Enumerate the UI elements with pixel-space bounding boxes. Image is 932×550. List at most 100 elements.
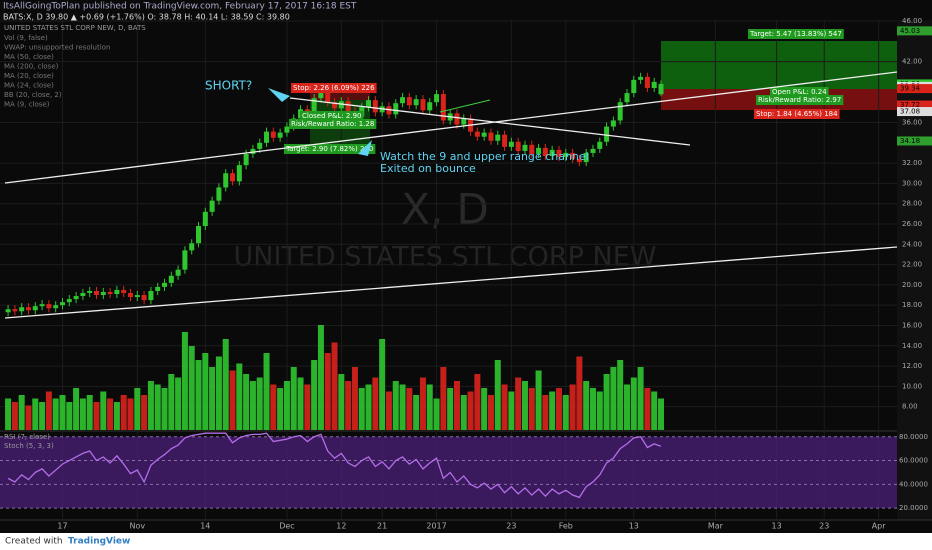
volume-bar (419, 377, 426, 430)
candle-body (12, 309, 18, 312)
annotation-bg (756, 95, 844, 105)
volume-bar (515, 377, 522, 430)
price-tag-label: 34.18 (900, 137, 920, 145)
volume-bar (73, 388, 80, 430)
candle-body (87, 290, 93, 293)
candle-body (202, 211, 208, 227)
candle-body (570, 152, 576, 160)
x-tick-label: Mar (708, 522, 724, 531)
volume-bar (596, 391, 603, 430)
publisher-line: ItsAllGoingToPlan published on TradingVi… (3, 2, 357, 12)
indicator-legend: VWAP: unsupported resolution (4, 44, 110, 52)
volume-bar (365, 384, 372, 430)
stoch-legend: Stoch (5, 3, 3) (4, 442, 54, 450)
candle-body (66, 299, 72, 303)
volume-bar (270, 384, 277, 430)
candle-body (168, 275, 174, 283)
volume-bar (481, 388, 488, 430)
price-tag-label: 37.72 (900, 101, 920, 109)
candle-body (563, 152, 569, 158)
volume-bar (508, 391, 515, 430)
x-tick-label: Nov (129, 522, 145, 531)
volume-bar (474, 374, 481, 430)
candle-body (474, 131, 480, 137)
volume-bar (542, 395, 549, 430)
volume-bar (324, 353, 331, 430)
candle-body (243, 153, 249, 166)
candle-body (325, 90, 331, 103)
candle-body (155, 286, 161, 291)
footer-brand: TradingView (68, 537, 130, 547)
annotation-bg (770, 87, 829, 97)
candle-body (100, 291, 106, 296)
volume-bar (562, 395, 569, 430)
volume-bar (521, 381, 528, 430)
rsi-line (7, 432, 662, 499)
volume-bar (535, 370, 542, 430)
candle-body (393, 103, 399, 115)
x-tick-label: 13 (772, 522, 782, 531)
candle-body (427, 102, 433, 111)
candle-body (236, 165, 242, 182)
candle-body (121, 289, 127, 293)
candle-body (5, 309, 11, 313)
trendline (4, 246, 898, 319)
candle-body (461, 118, 467, 125)
candle-body (624, 93, 630, 103)
candle-body (39, 304, 45, 307)
volume-bar (623, 384, 630, 430)
volume-bar (657, 398, 664, 430)
volume-bar (188, 346, 195, 430)
volume-bar (11, 402, 18, 430)
volume-bar (236, 363, 243, 430)
candle-body (440, 94, 446, 121)
y2-tick-label: 60.0000 (899, 457, 928, 465)
candle-body (556, 149, 562, 158)
y-tick-label: 36.00 (902, 119, 922, 127)
y-tick-label: 10.00 (902, 382, 922, 390)
x-tick-label: 2017 (426, 522, 446, 531)
volume-bar (243, 374, 250, 430)
price-tag (897, 26, 932, 36)
price-tag-label: 37.08 (900, 108, 920, 116)
annotation-bg (291, 83, 377, 93)
y-tick-label: 18.00 (902, 301, 922, 309)
volume-bar (195, 360, 202, 430)
volume-bar (392, 381, 399, 430)
candle-body (73, 296, 79, 300)
arrow (268, 88, 290, 102)
volume-bar (297, 377, 304, 430)
candle-body (250, 148, 256, 154)
volume-bar (379, 339, 386, 430)
annotation: SHORT? (205, 79, 252, 93)
volume-bar (141, 395, 148, 430)
candle-body (366, 100, 372, 108)
volume-bar (549, 391, 556, 430)
volume-bar (440, 367, 447, 430)
volume-bar (175, 377, 182, 430)
annotation: Exited on bounce (380, 162, 476, 175)
indicator-legend: Vol (9, false) (4, 34, 48, 42)
volume-bar (317, 325, 324, 430)
rsi-legend: RSI (7, close) (4, 433, 50, 441)
candle-body (542, 147, 548, 156)
price-tag-label: 45.03 (900, 27, 920, 35)
volume-bar (644, 388, 651, 430)
volume-bar (433, 398, 440, 430)
volume-bar (86, 395, 93, 430)
indicator-legend: MA (24, close) (4, 82, 54, 90)
volume-bar (39, 402, 46, 430)
volume-bar (413, 395, 420, 430)
volume-bar (460, 395, 467, 430)
volume-bar (583, 381, 590, 430)
volume-bar (290, 367, 297, 430)
price-tag (897, 100, 932, 110)
annotation-bg (284, 144, 376, 154)
y-tick-label: 20.00 (902, 281, 922, 289)
candle-body (576, 159, 582, 163)
candle-body (372, 100, 378, 113)
indicator-legend: MA (200, close) (4, 63, 59, 71)
candle-body (515, 141, 521, 151)
x-tick-label: 23 (506, 522, 516, 531)
